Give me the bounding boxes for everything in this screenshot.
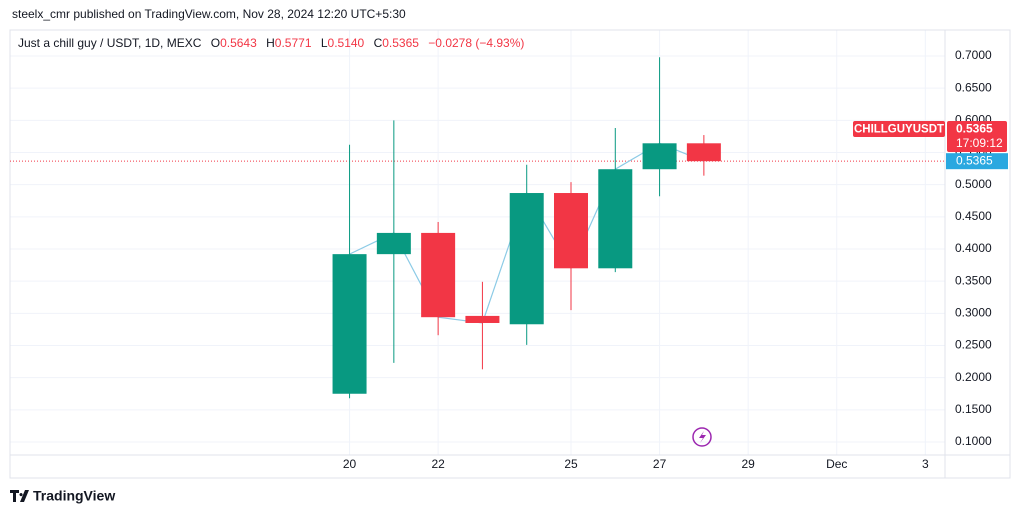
y-tick-label: 0.7000: [955, 48, 992, 62]
legend: Just a chill guy / USDT, 1D, MEXC O0.564…: [18, 36, 524, 50]
x-tick-label: 29: [741, 457, 755, 471]
candle-body: [421, 232, 456, 318]
x-tick-label: 20: [343, 457, 357, 471]
legend-key: O: [211, 36, 220, 50]
price-tag-bg: [947, 121, 1007, 152]
legend-value: 0.5365: [382, 36, 419, 50]
byline: steelx_cmr published on TradingView.com,…: [12, 7, 406, 21]
y-tick-label: 0.2500: [955, 338, 992, 352]
x-tick-label: 27: [653, 457, 667, 471]
candle-body: [332, 254, 367, 394]
y-tick-label: 0.6500: [955, 80, 992, 94]
y-tick-label: 0.5000: [955, 177, 992, 191]
candle-body: [554, 193, 588, 269]
x-tick-label: 25: [564, 457, 578, 471]
legend-change: −0.0278 (−4.93%): [428, 36, 524, 50]
chart-frame: [9, 29, 1011, 479]
candle-body: [642, 143, 677, 170]
legend-key: H: [266, 36, 275, 50]
x-tick-label: 3: [922, 457, 929, 471]
last-price-tag-bg: [946, 153, 1008, 170]
event-icon: [692, 427, 712, 447]
legend-symbol: Just a chill guy / USDT, 1D, MEXC: [18, 36, 202, 50]
symbol-tag: CHILLGUYUSDT: [854, 124, 944, 136]
candle-body: [598, 169, 633, 269]
y-tick-label: 0.1500: [955, 402, 992, 416]
y-tick-label: 0.3000: [955, 306, 992, 320]
y-tick-label: 0.3500: [955, 273, 992, 287]
candle-body: [376, 232, 411, 255]
candle-body: [686, 143, 721, 162]
x-tick-label: Dec: [826, 457, 847, 471]
price-tag: 0.5365: [956, 122, 993, 136]
legend-value: 0.5771: [275, 36, 312, 50]
symbol-tag-bg: [853, 121, 945, 137]
legend-text: Just a chill guy / USDT, 1D, MEXC O0.564…: [18, 36, 524, 50]
last-price-tag: 0.5365: [956, 153, 993, 167]
candle-body: [509, 193, 544, 325]
brand-logo: TradingView: [10, 488, 115, 504]
y-tick-label: 0.4000: [955, 241, 992, 255]
legend-value: 0.5140: [328, 36, 365, 50]
countdown: 17:09:12: [956, 136, 1003, 150]
y-tick-label: 0.2000: [955, 370, 992, 384]
legend-value: 0.5643: [220, 36, 257, 50]
y-tick-label: 0.1000: [955, 434, 992, 448]
candle-body: [465, 315, 500, 323]
legend-key: C: [374, 36, 383, 50]
y-tick-label: 0.4500: [955, 209, 992, 223]
brand-name: TradingView: [33, 488, 115, 504]
x-tick-label: 22: [431, 457, 445, 471]
legend-key: L: [321, 36, 328, 50]
